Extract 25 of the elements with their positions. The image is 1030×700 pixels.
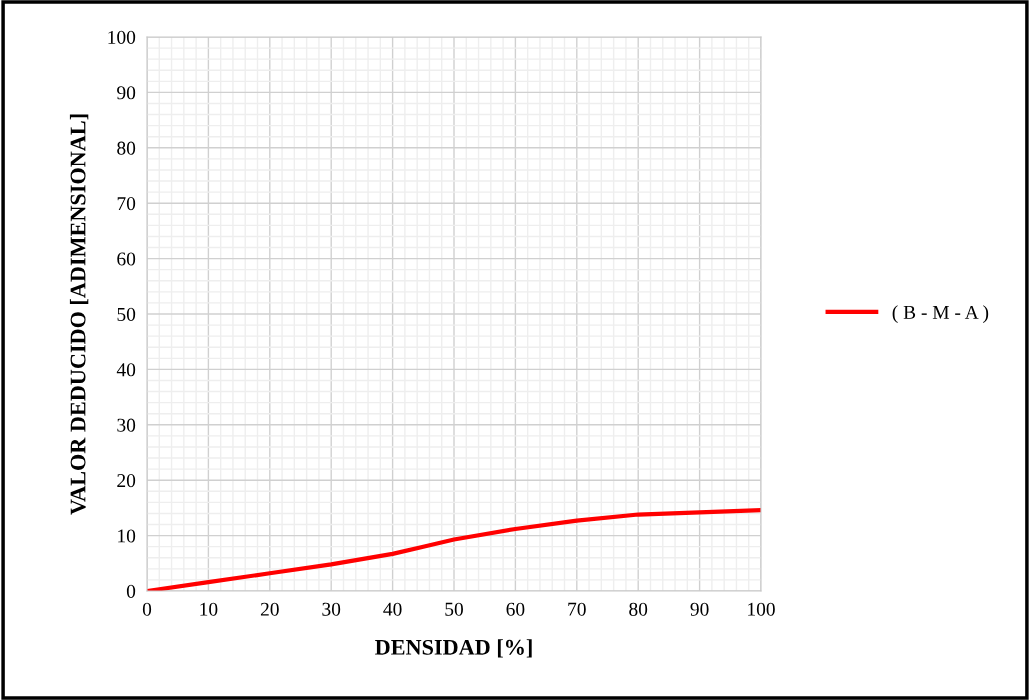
- y-tick-label: 60: [117, 252, 136, 266]
- x-tick-label: 40: [383, 602, 402, 616]
- x-tick-label: 80: [629, 602, 648, 616]
- y-axis-title: VALOR DEDUCIDO [ADIMENSIONAL]: [69, 114, 89, 515]
- x-tick-label: 0: [142, 602, 152, 616]
- y-tick-label: 90: [117, 86, 136, 100]
- x-tick-label: 90: [690, 602, 709, 616]
- y-tick-label: 30: [117, 418, 136, 432]
- x-tick-label: 100: [748, 602, 775, 616]
- y-tick-label: 100: [108, 30, 136, 44]
- y-tick-label: 80: [117, 141, 136, 155]
- y-tick-label: 40: [116, 363, 136, 377]
- x-tick-label: 50: [445, 602, 463, 616]
- legend-label: ( B - M - A ): [892, 305, 989, 323]
- y-tick-label: 20: [117, 474, 136, 488]
- y-tick-label: 50: [117, 307, 136, 321]
- x-tick-label: 20: [260, 602, 279, 616]
- x-axis-title: DENSIDAD [%]: [375, 639, 532, 658]
- x-tick-label: 70: [568, 602, 586, 616]
- x-tick-label: 30: [322, 602, 341, 616]
- x-tick-label: 10: [200, 602, 218, 616]
- x-tick-label: 60: [506, 602, 525, 616]
- y-tick-label: 0: [126, 584, 136, 598]
- y-tick-label: 10: [118, 529, 136, 543]
- y-tick-label: 70: [117, 197, 136, 211]
